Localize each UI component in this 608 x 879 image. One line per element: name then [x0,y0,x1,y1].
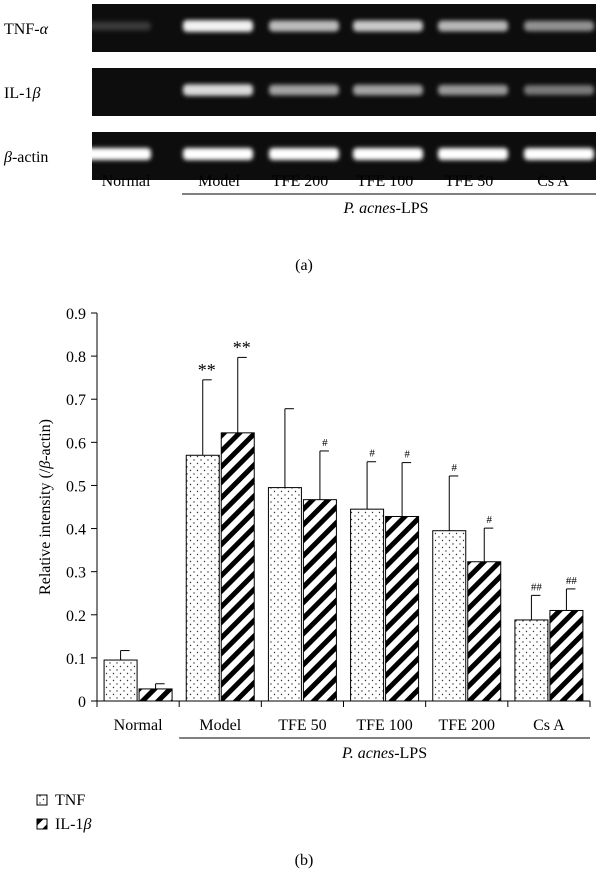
gel-band [524,20,594,32]
bar-il1b [138,688,173,702]
gel-lane-label: TFE 200 [272,173,328,190]
bar-il1b [385,515,420,702]
y-tick-label: 0 [78,694,86,711]
y-tick-label: 0.2 [66,608,86,625]
gel-band [438,84,508,96]
significance-mark: # [452,462,458,474]
gel-band [81,21,151,31]
y-tick-label: 0.5 [66,478,86,495]
y-tick-label: 0.6 [66,435,86,452]
bar-il1b [302,499,337,702]
gel-lane-label: Cs A [537,173,569,190]
gel-lane-label: TFE 100 [357,173,413,190]
bar-tnf [103,659,138,702]
bar-tnf [432,530,467,702]
gel-row-background [92,132,596,180]
x-category-label: TFE 200 [439,717,495,734]
gel-band [438,148,508,160]
significance-mark: ## [531,581,543,593]
gel-lane-label: Model [198,173,240,190]
legend-swatch-tnf [36,794,48,806]
group-label: P. acnes-LPS [341,745,427,762]
gel-band [269,148,339,160]
x-category-label: Normal [114,717,163,734]
x-category-label: Cs A [533,717,565,734]
gel-row-background [92,4,596,52]
gel-band [353,20,423,32]
significance-mark: ** [198,360,216,380]
gel-group-label: P. acnes-LPS [342,200,428,217]
gel-panel: TNF-α IL-1β β-actin Normal Model TFE 200 TFE 1… [3,4,596,190]
significance-mark: # [487,514,493,526]
gel-row-label: β-actin [3,149,48,166]
significance-mark: # [322,437,328,449]
gel-row-background [92,68,596,116]
significance-mark: ## [566,575,578,587]
legend-swatch-il1b [36,818,48,830]
y-tick-label: 0.4 [66,522,86,539]
legend-label-tnf: TNF [55,792,85,809]
gel-band [183,84,253,96]
bar-tnf [185,454,220,702]
gel-band [524,85,594,95]
bar-chart: 0 0.1 0.2 0.3 0.4 0.5 0.6 0.7 0.8 0.9 Relative int… [37,306,591,762]
gel-lane-label: TFE 50 [445,173,493,190]
y-axis-label: Relative intensity (/β-actin) [37,419,54,595]
gel-band [269,20,339,32]
bar-il1b [220,432,255,702]
gel-row-label: TNF-α [4,21,49,38]
bar-tnf [267,487,302,702]
panel-label-a: (a) [295,257,313,274]
significance-mark: ** [233,337,251,357]
y-tick-label: 0.1 [66,651,86,668]
bar-tnf [350,508,385,702]
gel-row-label: IL-1β [4,85,40,102]
panel-label-b: (b) [295,852,314,869]
gel-band [524,148,594,160]
gel-band [183,148,253,160]
legend-label-il1b: IL-1β [55,816,91,833]
bar-il1b [549,609,584,702]
gel-band [438,20,508,32]
bar-tnf [514,619,549,702]
legend: TNF IL-1β [36,792,91,833]
gel-band [269,84,339,96]
x-category-label: Model [199,717,241,734]
x-category-label: TFE 100 [356,717,412,734]
gel-band [183,20,253,32]
y-tick-label: 0.9 [66,306,86,323]
y-tick-label: 0.8 [66,349,86,366]
bar-il1b [467,561,502,702]
significance-mark: # [404,449,410,461]
gel-band [353,84,423,96]
gel-lane-label: Normal [102,173,151,190]
x-category-label: TFE 50 [278,717,326,734]
y-tick-label: 0.7 [66,392,86,409]
gel-band [353,148,423,160]
significance-mark: # [369,448,375,460]
gel-band [81,148,151,160]
y-tick-label: 0.3 [66,565,86,582]
